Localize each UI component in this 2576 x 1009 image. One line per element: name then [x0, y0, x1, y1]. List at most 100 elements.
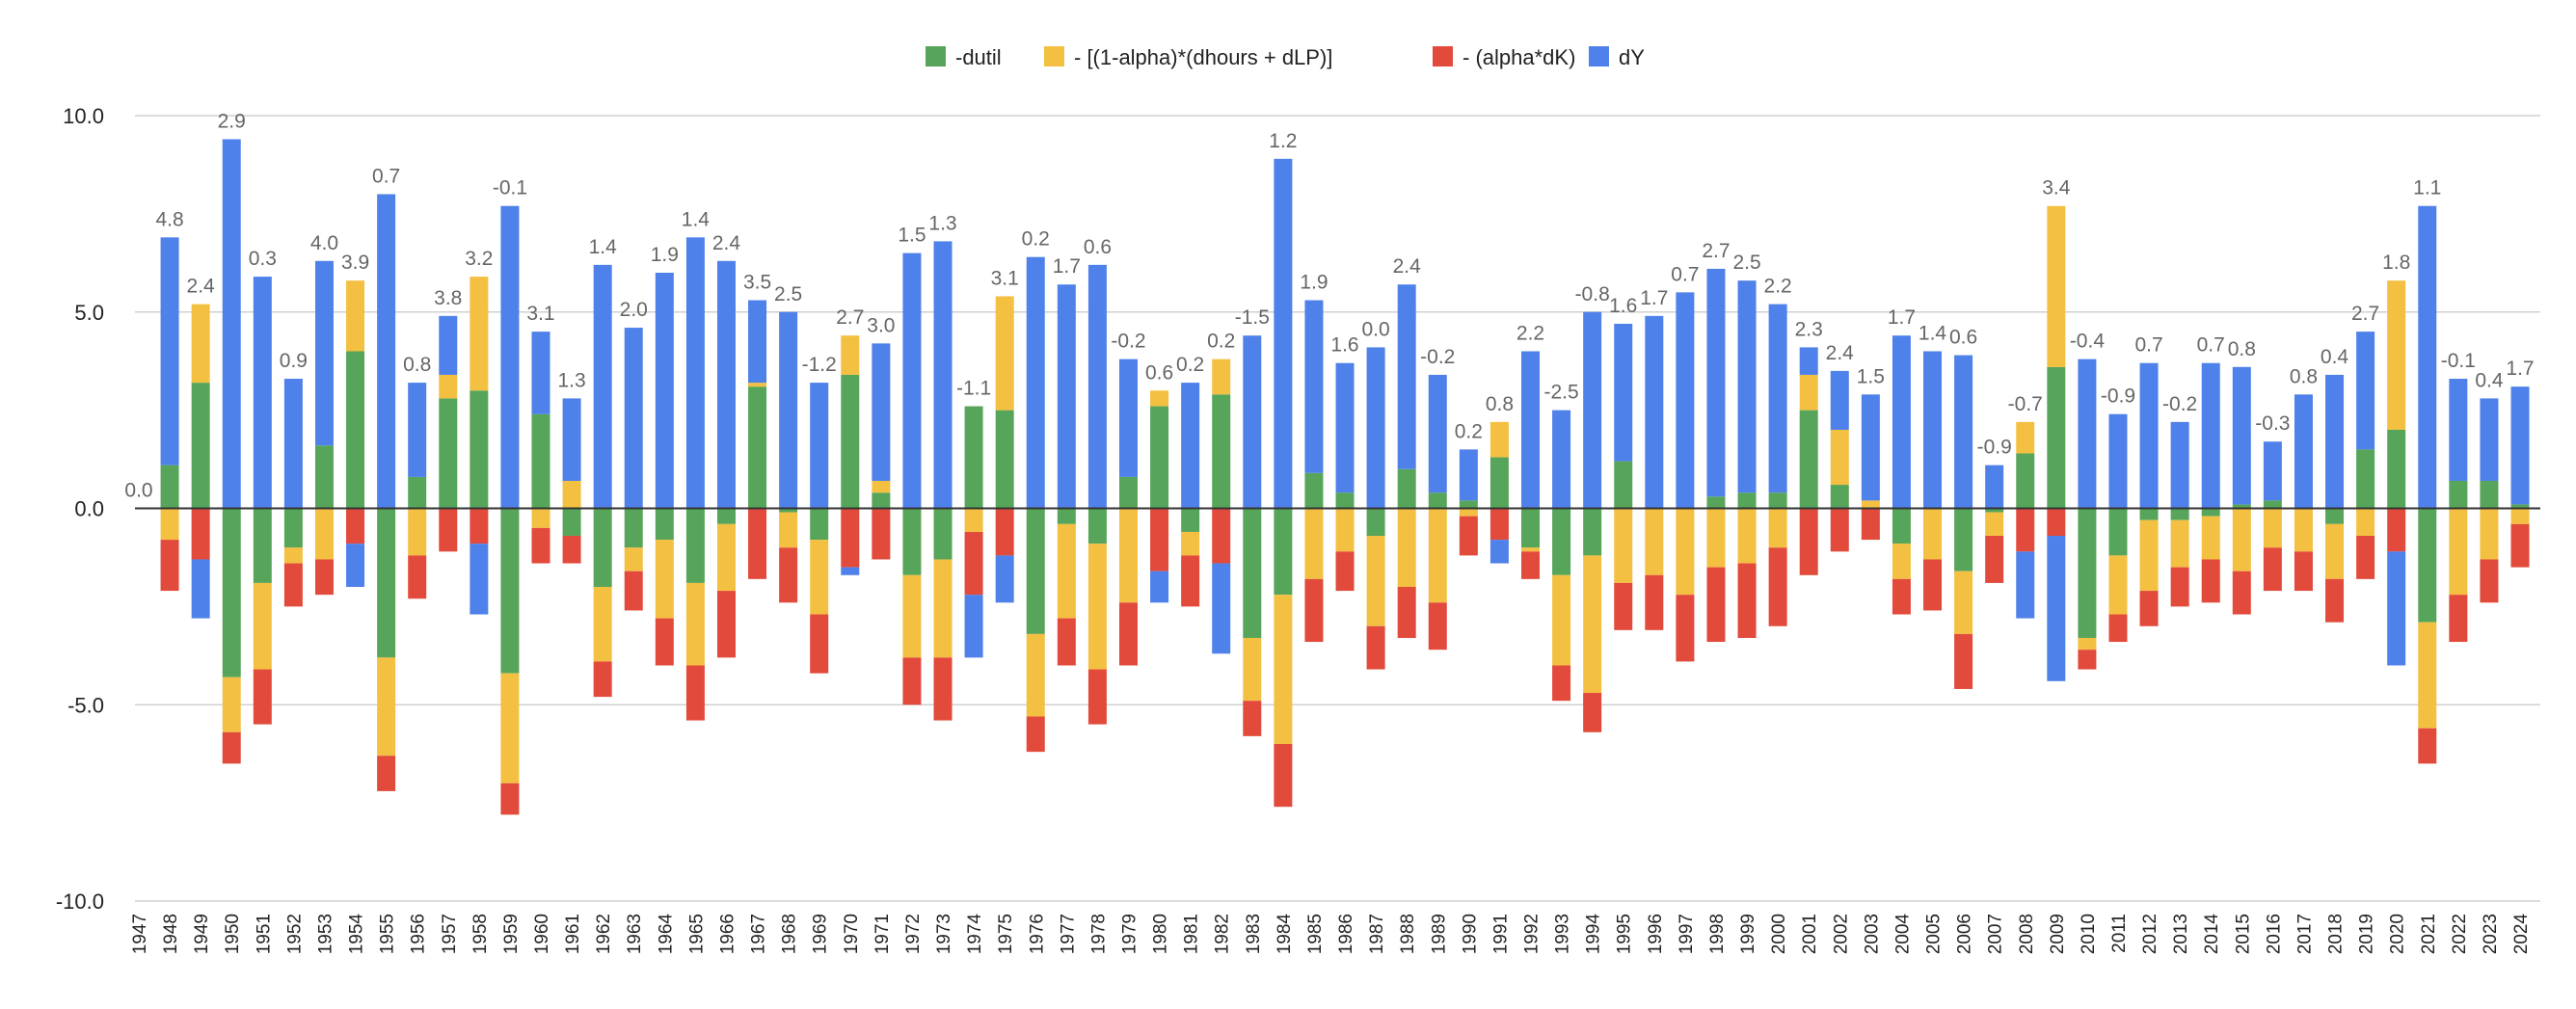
- bar-segment-dutil: [531, 413, 550, 509]
- x-tick-label: 1987: [1367, 914, 1387, 954]
- bar-segment-dy: [222, 139, 241, 509]
- x-tick-label: 2010: [2079, 914, 2099, 954]
- bar-segment-capital: [1181, 555, 1200, 607]
- legend-label: - (alpha*dK): [1462, 45, 1575, 69]
- bar-segment-dy: [779, 311, 798, 509]
- bar-segment-dutil: [1274, 508, 1293, 596]
- bar-segment-capital: [1335, 551, 1355, 592]
- x-tick-label: 2024: [2511, 914, 2532, 955]
- x-tick-label: 1947: [130, 914, 150, 954]
- bar-segment-capital: [222, 731, 241, 764]
- data-label: 2.4: [187, 276, 216, 298]
- bar-segment-dy: [748, 300, 767, 384]
- bar-segment-dy: [1274, 158, 1293, 509]
- bar-segment-capital: [2078, 650, 2097, 670]
- bar-segment-capital: [841, 508, 860, 568]
- bar-segment-capital: [1087, 669, 1107, 725]
- bar-segment-capital: [1366, 625, 1385, 670]
- x-tick-label: 1981: [1182, 914, 1202, 954]
- bar-segment-dutil: [716, 508, 736, 524]
- data-label: 0.2: [1207, 331, 1235, 353]
- bar-segment-capital: [2480, 559, 2499, 603]
- bar-segment-labor: [408, 508, 427, 556]
- data-label: 0.2: [1176, 354, 1204, 376]
- bar-segment-dutil: [2263, 500, 2282, 509]
- bar-segment-capital: [624, 571, 643, 611]
- bar-segment-labor: [1521, 547, 1541, 552]
- bar-segment-dutil: [2170, 508, 2189, 520]
- data-label: -0.2: [1111, 331, 1145, 353]
- bar-segment-dy: [1428, 374, 1447, 493]
- x-tick-label: 1969: [811, 914, 831, 954]
- data-label: 1.7: [1053, 255, 1081, 278]
- bar-segment-dutil: [810, 508, 829, 541]
- x-tick-label: 2004: [1892, 914, 1913, 955]
- bar-segment-dy: [1552, 410, 1571, 509]
- y-tick-label: 10.0: [63, 104, 104, 128]
- bar-segment-dutil: [500, 508, 520, 674]
- bar-segment-labor: [1304, 508, 1324, 579]
- bar-segment-labor: [1799, 374, 1818, 411]
- bar-segment-labor: [2387, 280, 2406, 430]
- x-tick-label: 1983: [1244, 914, 1264, 954]
- bar-segment-dutil: [1489, 457, 1509, 509]
- bar-segment-dy: [2294, 394, 2313, 509]
- data-label: 1.3: [928, 212, 956, 234]
- legend-label: -dutil: [955, 45, 1002, 69]
- bar-segment-dy: [1026, 256, 1045, 509]
- bar-segment-capital: [1428, 602, 1447, 651]
- bar-segment-capital: [685, 665, 705, 721]
- bar-segment-capital: [1676, 595, 1695, 662]
- bar-segment-labor: [1923, 508, 1943, 560]
- data-label: 1.4: [589, 236, 618, 258]
- data-label: -0.8: [1575, 283, 1610, 305]
- bar-segment-capital: [1614, 582, 1633, 630]
- x-tick-label: 1976: [1027, 914, 1047, 954]
- data-label: 1.7: [2506, 358, 2534, 380]
- bar-segment-labor: [2325, 523, 2345, 579]
- bar-segment-capital: [1459, 516, 1478, 556]
- bar-segment-capital: [1397, 587, 1416, 638]
- bar-segment-labor: [1274, 595, 1293, 744]
- bar-segment-capital: [1150, 508, 1169, 571]
- data-label: 1.5: [898, 225, 926, 247]
- x-tick-label: 1979: [1119, 914, 1140, 954]
- bar-segment-labor: [283, 547, 303, 564]
- bar-segment-dy: [1861, 394, 1880, 501]
- x-tick-label: 2002: [1831, 914, 1851, 954]
- bar-segment-dutil: [2387, 430, 2406, 509]
- data-labels: 0.04.82.42.90.30.94.03.90.70.83.83.2-0.1…: [124, 110, 2534, 501]
- bar-segment-dy: [1521, 351, 1541, 509]
- data-label: -0.7: [2008, 393, 2043, 415]
- bar-segment-dutil: [2078, 508, 2097, 638]
- x-tick-label: 1978: [1088, 914, 1109, 954]
- bar-segment-labor: [1583, 555, 1602, 694]
- bar-segment-capital: [902, 657, 922, 705]
- bar-segment-dy: [1892, 335, 1911, 509]
- x-tick-label: 1965: [686, 914, 707, 954]
- bar-segment-capital: [1057, 618, 1076, 666]
- bar-segment-labor: [1985, 512, 2004, 537]
- data-label: 1.1: [2413, 177, 2441, 199]
- x-tick-label: 1989: [1429, 914, 1449, 954]
- bar-segment-dutil: [902, 508, 922, 575]
- bar-segment-dy: [1706, 268, 1726, 497]
- bar-segment-dutil: [314, 445, 334, 509]
- bar-segment-dy: [655, 273, 674, 509]
- bar-segment-dutil: [562, 508, 581, 537]
- bar-segment-labor: [2294, 508, 2313, 552]
- bar-segment-capital: [933, 657, 953, 721]
- bar-segment-dutil: [1212, 394, 1231, 509]
- bar-segment-capital: [1521, 551, 1541, 579]
- x-tick-label: 1960: [532, 914, 552, 954]
- bar-segment-labor: [1087, 544, 1107, 670]
- bar-segment-dy: [2232, 366, 2251, 505]
- bar-segment-dy: [810, 383, 829, 509]
- data-label: 1.4: [682, 208, 711, 230]
- data-label: 0.2: [1455, 420, 1483, 442]
- bar-segment-labor: [810, 540, 829, 615]
- data-label: 2.5: [1732, 252, 1760, 274]
- bar-segment-dutil: [1830, 485, 1849, 509]
- bar-segment-labor: [1212, 358, 1231, 395]
- bar-segment-dy: [1985, 465, 2004, 509]
